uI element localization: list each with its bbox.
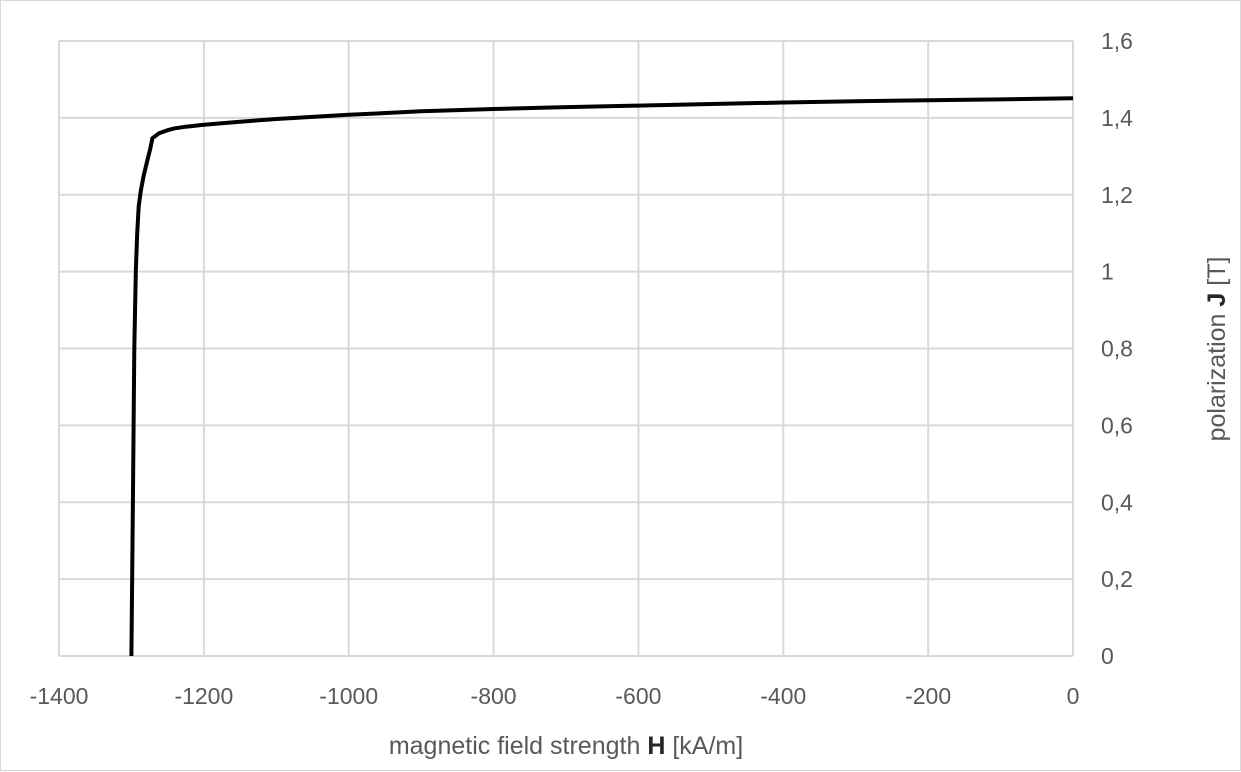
- x-tick-label: -400: [760, 683, 806, 709]
- y-tick-labels: 0 0,2 0,4 0,6 0,8 1 1,2 1,4 1,6: [1101, 28, 1133, 669]
- y-tick-label: 0,8: [1101, 336, 1133, 362]
- y-tick-label: 0,6: [1101, 412, 1133, 438]
- x-tick-label: -600: [615, 683, 661, 709]
- y-axis-title-symbol: J: [1203, 293, 1231, 307]
- series-line: [129, 96, 1074, 657]
- x-tick-label: -1400: [30, 683, 89, 709]
- grid-lines: [58, 40, 1074, 657]
- x-axis-title: magnetic field strength H [kA/m]: [389, 732, 743, 760]
- y-tick-label: 1: [1101, 259, 1114, 285]
- y-tick-label: 1,4: [1101, 105, 1133, 131]
- y-tick-label: 0: [1101, 643, 1114, 669]
- x-tick-label: -1000: [319, 683, 378, 709]
- y-axis-title: polarization J [T]: [1203, 257, 1231, 442]
- y-tick-label: 1,2: [1101, 182, 1133, 208]
- y-tick-label: 0,2: [1101, 566, 1133, 592]
- x-axis-title-prefix: magnetic field strength: [389, 732, 647, 760]
- y-tick-label: 1,6: [1101, 28, 1133, 54]
- x-tick-label: -200: [905, 683, 951, 709]
- x-tick-label: -800: [471, 683, 517, 709]
- x-tick-label: -1200: [174, 683, 233, 709]
- x-tick-labels: -1400 -1200 -1000 -800 -600 -400 -200 0: [30, 683, 1080, 709]
- x-axis-title-suffix: [kA/m]: [665, 732, 743, 760]
- x-tick-label: 0: [1067, 683, 1080, 709]
- x-axis-title-symbol: H: [647, 732, 665, 760]
- y-axis-title-prefix: polarization: [1203, 307, 1231, 442]
- y-axis-title-suffix: [T]: [1203, 257, 1231, 293]
- series-layer: [129, 96, 1074, 657]
- y-tick-label: 0,4: [1101, 489, 1133, 515]
